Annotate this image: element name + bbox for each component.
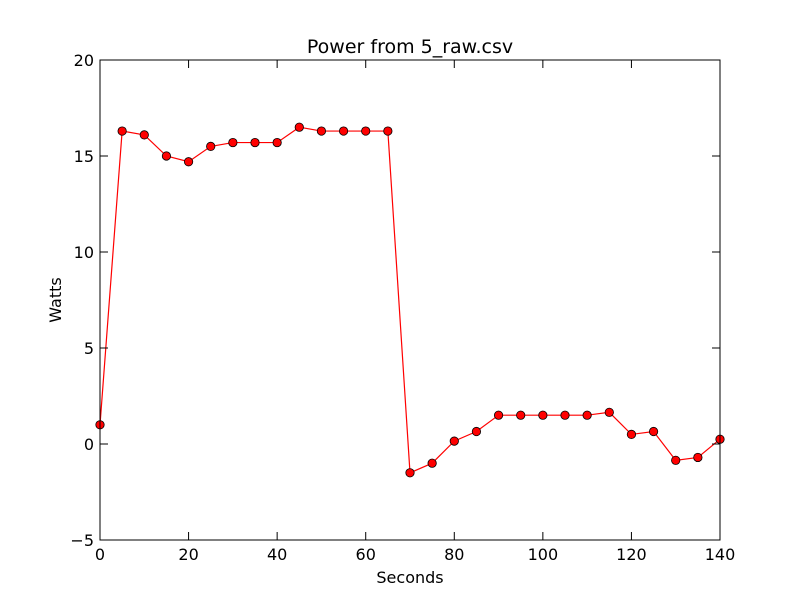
series-line	[99, 126, 721, 474]
chart-title: Power from 5_raw.csv	[307, 36, 513, 58]
y-axis-label: Watts	[46, 277, 65, 322]
y-tick-label: 10	[74, 243, 94, 262]
x-tick-label: 60	[356, 545, 376, 564]
data-point	[604, 407, 614, 417]
data-point	[471, 426, 482, 437]
plot-frame	[99, 59, 721, 541]
data-point	[626, 429, 637, 439]
data-point	[228, 137, 238, 148]
x-tick-label: 0	[95, 545, 105, 564]
data-point	[560, 410, 570, 420]
data-point	[427, 458, 437, 468]
y-tick-label: 20	[74, 51, 94, 70]
x-tick-label: 140	[705, 545, 736, 564]
data-point	[582, 410, 592, 420]
data-point	[361, 126, 371, 136]
data-point	[493, 410, 504, 420]
data-point	[383, 126, 393, 136]
data-point	[693, 452, 703, 463]
data-point	[648, 426, 659, 437]
y-tick-label: −5	[70, 531, 94, 550]
x-tick-label: 40	[267, 545, 287, 564]
data-point	[272, 137, 282, 148]
data-point	[183, 157, 194, 167]
data-point	[538, 410, 548, 420]
data-point	[206, 141, 216, 151]
data-point	[449, 436, 459, 446]
x-tick-label: 80	[444, 545, 464, 564]
x-tick-label: 20	[178, 545, 198, 564]
y-tick-label: 0	[84, 435, 94, 454]
x-tick-label: 120	[616, 545, 647, 564]
data-point	[139, 130, 149, 140]
data-point	[338, 126, 349, 136]
x-tick-label: 100	[528, 545, 559, 564]
data-layer	[95, 122, 725, 478]
y-tick-label: 15	[74, 147, 94, 166]
x-axis-label: Seconds	[376, 568, 443, 587]
data-point	[671, 455, 681, 465]
data-point	[294, 122, 304, 132]
data-point	[316, 126, 327, 136]
data-point	[117, 126, 127, 136]
data-point	[516, 410, 526, 420]
data-point	[250, 137, 260, 148]
data-point	[405, 468, 415, 478]
y-tick-label: 5	[84, 339, 94, 358]
data-point	[161, 151, 172, 161]
